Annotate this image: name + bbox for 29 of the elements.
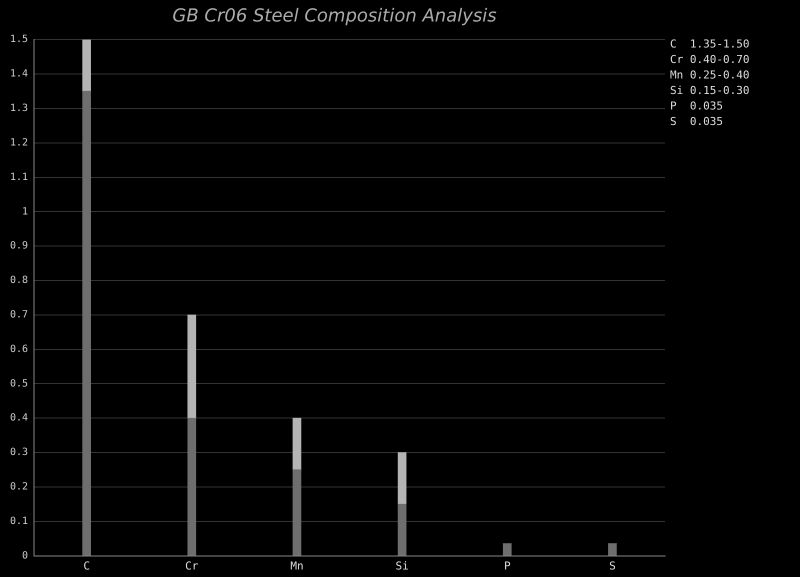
y-tick-label: 0.9 (10, 240, 28, 252)
y-tick-label: 1.1 (10, 172, 28, 183)
text: Si 0.15-0.30 (670, 84, 750, 97)
y-tick-label: 1 (22, 206, 28, 218)
text: Mn 0.25-0.40 (670, 68, 750, 82)
y-tick-label: 0 (22, 550, 28, 562)
x-tick-label: Mn (290, 559, 304, 572)
y-tick-label: 0.3 (10, 447, 28, 458)
y-tick-label: 0.8 (10, 275, 28, 286)
x-tick-label: Si (395, 559, 409, 572)
y-tick-label: 0.6 (10, 344, 28, 355)
text: Cr 0.40-0.70 (670, 52, 750, 66)
text: S 0.035 (670, 114, 723, 128)
chart-title: GB Cr06 Steel Composition Analysis (172, 5, 497, 26)
y-tick-label: 1.2 (10, 137, 28, 148)
x-tick-label: P (504, 559, 511, 572)
x-tick-label: C (83, 559, 90, 572)
x-tick-label: Cr (185, 559, 199, 572)
y-tick-label: 0.4 (10, 412, 28, 424)
text: P 0.035 (670, 99, 723, 112)
y-tick-label: 0.5 (10, 378, 28, 390)
y-tick-label: 1.4 (10, 68, 28, 80)
y-tick-label: 0.7 (10, 310, 28, 320)
y-tick-label: 1.5 (10, 34, 28, 46)
text: C 1.35-1.50 (670, 37, 750, 50)
y-tick-label: 0.2 (10, 482, 28, 493)
x-tick-label: S (609, 559, 616, 572)
y-tick-label: 1.3 (10, 103, 28, 114)
y-tick-label: 0.1 (10, 516, 28, 527)
